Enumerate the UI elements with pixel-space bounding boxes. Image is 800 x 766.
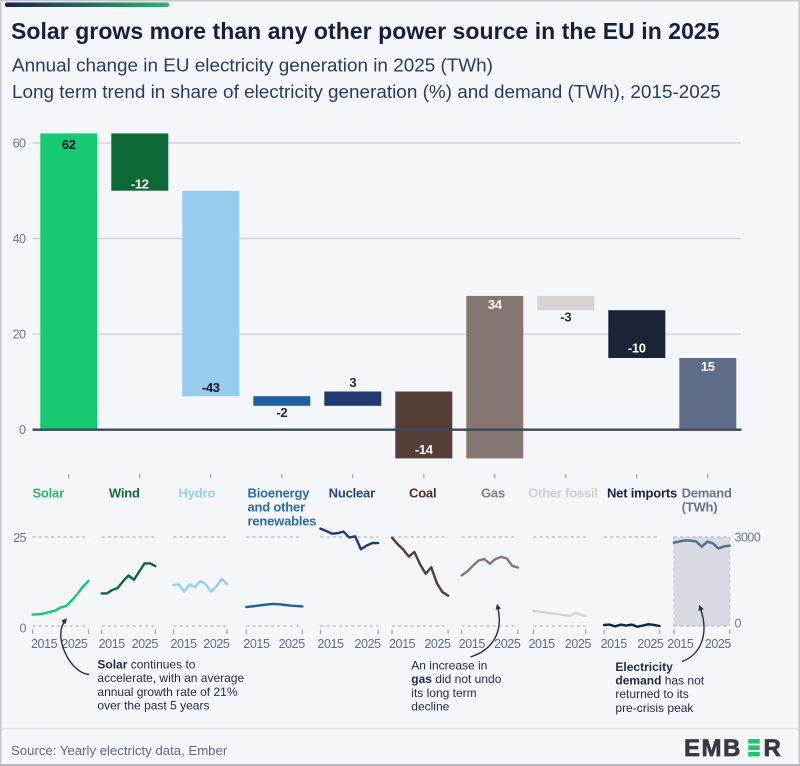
svg-text:Net imports: Net imports (607, 486, 677, 501)
svg-text:2025: 2025 (494, 637, 521, 651)
svg-text:Demand: Demand (682, 486, 732, 501)
svg-text:An increase in: An increase in (411, 658, 487, 672)
svg-text:34: 34 (488, 297, 503, 312)
svg-text:2015: 2015 (459, 637, 486, 651)
svg-text:Source: Yearly electricty data: Source: Yearly electricty data, Ember (11, 743, 228, 758)
svg-text:2025: 2025 (61, 637, 88, 651)
svg-text:Nuclear: Nuclear (329, 486, 375, 501)
svg-text:Solar grows more than any othe: Solar grows more than any other power so… (11, 18, 720, 44)
svg-text:Long term trend in share of el: Long term trend in share of electricity … (12, 82, 721, 103)
svg-text:2025: 2025 (705, 637, 732, 651)
svg-text:2025: 2025 (424, 637, 451, 651)
svg-text:Solar continues to: Solar continues to (97, 658, 195, 672)
svg-text:2025: 2025 (203, 637, 230, 651)
svg-text:Other fossil: Other fossil (528, 486, 598, 501)
svg-text:2015: 2015 (99, 637, 126, 651)
svg-text:20: 20 (13, 328, 26, 342)
svg-text:Gas: Gas (481, 486, 505, 501)
svg-text:2015: 2015 (667, 637, 694, 651)
svg-text:2015: 2015 (31, 637, 58, 651)
svg-text:Coal: Coal (409, 486, 436, 501)
svg-text:returned to its: returned to its (615, 687, 688, 701)
svg-text:2015: 2015 (529, 637, 556, 651)
svg-text:-43: -43 (202, 380, 220, 395)
svg-text:Annual change in EU electricit: Annual change in EU electricity generati… (12, 56, 493, 77)
svg-text:2025: 2025 (354, 637, 381, 651)
svg-text:2025: 2025 (132, 637, 159, 651)
svg-text:2015: 2015 (317, 637, 344, 651)
svg-text:2025: 2025 (637, 637, 664, 651)
svg-text:Electricity: Electricity (615, 660, 673, 674)
svg-text:62: 62 (62, 137, 76, 152)
svg-text:and other: and other (248, 500, 306, 515)
svg-text:annual growth rate of 21%: annual growth rate of 21% (97, 685, 237, 699)
svg-text:-2: -2 (276, 405, 287, 420)
svg-text:2015: 2015 (243, 637, 270, 651)
svg-text:3000: 3000 (735, 531, 761, 545)
svg-text:0: 0 (735, 617, 742, 631)
svg-text:2025: 2025 (565, 637, 592, 651)
svg-text:3: 3 (349, 375, 356, 390)
svg-text:(TWh): (TWh) (682, 500, 718, 515)
svg-text:40: 40 (13, 232, 26, 246)
svg-text:renewables: renewables (248, 514, 317, 529)
svg-text:0: 0 (20, 621, 27, 635)
svg-text:2025: 2025 (279, 637, 306, 651)
svg-text:-3: -3 (560, 309, 571, 324)
svg-text:EMB: EMB (684, 735, 742, 762)
svg-text:-10: -10 (628, 341, 646, 356)
svg-text:2015: 2015 (601, 637, 628, 651)
svg-text:its long term: its long term (411, 686, 476, 700)
svg-text:demand has not: demand has not (615, 674, 704, 688)
svg-text:accelerate, with an average: accelerate, with an average (97, 671, 244, 685)
svg-text:2015: 2015 (389, 637, 416, 651)
svg-text:25: 25 (13, 531, 26, 545)
svg-text:Bioenergy: Bioenergy (248, 486, 311, 501)
svg-text:pre-crisis peak: pre-crisis peak (615, 701, 694, 715)
svg-text:-14: -14 (415, 442, 434, 457)
svg-text:over the past 5 years: over the past 5 years (97, 699, 209, 713)
svg-text:gas did not undo: gas did not undo (411, 672, 501, 686)
svg-text:Hydro: Hydro (179, 486, 216, 501)
svg-text:15: 15 (701, 359, 715, 374)
svg-text:-12: -12 (131, 176, 149, 191)
svg-text:R: R (764, 735, 781, 762)
svg-text:60: 60 (13, 137, 26, 151)
svg-text:2015: 2015 (171, 637, 198, 651)
svg-text:decline: decline (411, 700, 449, 714)
svg-text:Solar: Solar (32, 486, 64, 501)
svg-text:Wind: Wind (109, 486, 140, 501)
svg-text:0: 0 (19, 423, 26, 437)
